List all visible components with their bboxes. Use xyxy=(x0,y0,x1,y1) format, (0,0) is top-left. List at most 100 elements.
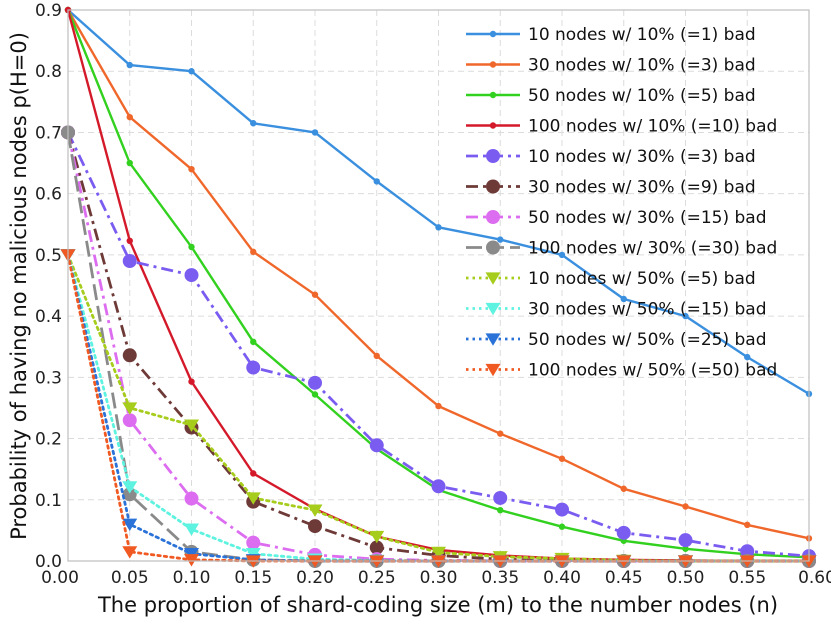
y-tick-label: 0.9 xyxy=(35,1,62,21)
data-point xyxy=(184,523,199,536)
data-point xyxy=(188,378,195,385)
legend-entry: 30 nodes w/ 10% (=3) bad xyxy=(466,56,756,76)
legend-label: 100 nodes w/ 10% (=10) bad xyxy=(528,117,777,137)
y-tick-label: 0.2 xyxy=(35,430,62,450)
x-tick-label: 0.35 xyxy=(481,568,519,588)
legend-entry: 50 nodes w/ 10% (=5) bad xyxy=(466,86,756,106)
data-point xyxy=(250,338,257,346)
legend-swatch-marker xyxy=(486,210,500,224)
legend-label: 30 nodes w/ 50% (=15) bad xyxy=(528,300,767,320)
data-point xyxy=(122,413,137,428)
data-point xyxy=(744,353,751,361)
legend: 10 nodes w/ 10% (=1) bad 30 nodes w/ 10% … xyxy=(466,25,777,381)
data-point xyxy=(184,491,199,506)
data-point xyxy=(435,224,442,231)
data-point xyxy=(497,236,504,243)
legend-swatch-marker xyxy=(485,333,501,346)
legend-swatch-marker xyxy=(485,302,501,316)
data-point xyxy=(678,533,693,548)
legend-label: 10 nodes w/ 50% (=5) bad xyxy=(528,269,756,289)
legend-swatch-marker xyxy=(489,122,497,129)
tick-labels: 0.00 0.05 0.10 0.15 0.20 0.25 0.30 0.35 0.40 0.45… xyxy=(35,1,831,588)
legend-label: 50 nodes w/ 30% (=15) bad xyxy=(528,208,767,228)
legend-entry: 50 nodes w/ 30% (=15) bad xyxy=(466,208,767,228)
legend-label: 10 nodes w/ 10% (=1) bad xyxy=(528,25,756,45)
legend-swatch-marker xyxy=(486,240,500,255)
data-point xyxy=(250,120,257,127)
x-tick-label: 0.05 xyxy=(111,568,149,588)
x-tick-label: 0.60 xyxy=(798,568,831,588)
data-point xyxy=(308,375,322,390)
data-point xyxy=(184,419,199,432)
legend-swatch-marker xyxy=(485,272,501,285)
legend-label: 100 nodes w/ 50% (=50) bad xyxy=(528,361,777,381)
legend-swatch-marker xyxy=(489,30,497,38)
data-point xyxy=(126,113,133,121)
data-point xyxy=(126,237,133,245)
data-point xyxy=(246,535,261,550)
data-point xyxy=(126,61,133,69)
legend-label: 30 nodes w/ 10% (=3) bad xyxy=(528,56,756,76)
y-tick-label: 0.8 xyxy=(35,62,62,82)
data-point xyxy=(122,481,138,494)
data-point xyxy=(373,178,380,185)
legend-label: 50 nodes w/ 10% (=5) bad xyxy=(528,86,756,106)
data-point xyxy=(188,243,195,251)
data-point xyxy=(740,544,755,559)
legend-entry: 10 nodes w/ 10% (=1) bad xyxy=(466,25,756,45)
y-tick-label: 0.1 xyxy=(35,491,62,511)
legend-swatch-marker xyxy=(489,91,497,99)
data-point xyxy=(497,430,504,437)
data-point xyxy=(122,487,137,502)
data-point xyxy=(246,360,261,375)
x-axis-label: The proportion of shard-coding size (m) … xyxy=(97,593,778,617)
data-point xyxy=(122,254,137,269)
legend-entry: 100 nodes w/ 30% (=30) bad xyxy=(466,239,777,259)
legend-label: 100 nodes w/ 30% (=30) bad xyxy=(528,239,777,259)
data-point xyxy=(558,523,566,530)
data-point xyxy=(122,348,137,363)
legend-swatch-marker xyxy=(486,179,500,194)
data-point xyxy=(188,68,195,75)
x-tick-label: 0.20 xyxy=(296,568,334,588)
legend-entry: 100 nodes w/ 50% (=50) bad xyxy=(466,361,777,381)
data-point xyxy=(188,165,195,173)
series-1 xyxy=(64,6,813,398)
data-point xyxy=(616,525,631,540)
x-tick-label: 0.30 xyxy=(420,568,458,588)
legend-label: 10 nodes w/ 30% (=3) bad xyxy=(528,147,756,167)
series-2 xyxy=(64,6,813,542)
data-point xyxy=(369,540,384,555)
x-tick-label: 0.15 xyxy=(234,568,272,588)
data-point xyxy=(307,504,323,517)
data-point xyxy=(250,470,257,477)
x-tick-label: 0.25 xyxy=(358,568,396,588)
data-point xyxy=(497,506,504,514)
data-point xyxy=(184,554,199,567)
data-point xyxy=(558,251,566,259)
x-tick-label: 0.45 xyxy=(605,568,643,588)
y-axis-label: Probability of having no malicious nodes… xyxy=(7,32,31,540)
legend-label: 50 nodes w/ 50% (=25) bad xyxy=(528,330,767,350)
legend-entry: 50 nodes w/ 50% (=25) bad xyxy=(466,330,767,350)
y-tick-label: 0.6 xyxy=(35,185,62,205)
data-point xyxy=(369,438,384,453)
data-point xyxy=(431,546,446,560)
data-point xyxy=(682,312,689,320)
data-point xyxy=(744,521,751,529)
y-tick-label: 0.4 xyxy=(35,307,62,327)
y-tick-label: 0.5 xyxy=(35,246,62,266)
data-point xyxy=(126,159,133,167)
legend-entry: 100 nodes w/ 10% (=10) bad xyxy=(466,117,777,137)
legend-entry: 30 nodes w/ 50% (=15) bad xyxy=(466,300,767,320)
data-point xyxy=(493,490,508,505)
x-tick-label: 0.55 xyxy=(728,568,766,588)
legend-label: 30 nodes w/ 30% (=9) bad xyxy=(528,178,756,198)
data-point xyxy=(369,530,385,544)
data-point xyxy=(122,518,138,532)
data-point xyxy=(122,402,138,415)
y-tick-label: 0.3 xyxy=(35,368,62,388)
data-point xyxy=(311,291,319,298)
data-point xyxy=(555,502,569,517)
